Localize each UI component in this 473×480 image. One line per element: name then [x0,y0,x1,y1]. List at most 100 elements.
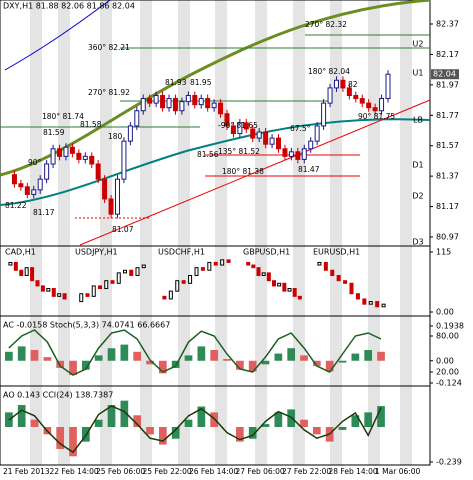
candle-body [172,98,178,112]
level-label: U1 [413,69,424,78]
candle-body [162,295,167,300]
candle-body [292,288,297,297]
candle-body [91,285,96,297]
candle-body [40,285,45,292]
trend-line [79,99,431,246]
moving-average [4,0,111,71]
candle-body [359,98,365,104]
session-stripe [140,0,152,465]
candle-body [246,261,251,266]
histogram-bar [133,415,142,427]
moving-average [0,0,431,177]
histogram-bar [171,427,180,439]
candle-body [343,280,348,284]
candle-body [368,301,373,305]
candle-body [295,151,301,160]
histogram-bar [184,419,193,427]
session-stripe [215,0,227,465]
candle-body [288,151,294,157]
candle-body [282,282,287,292]
histogram-bar [351,415,360,427]
candle-body [110,280,115,284]
candle-body [243,122,249,130]
y-tick-label: 20.00 [436,368,459,377]
y-tick-label: 81.77 [436,111,459,120]
candle-body [198,98,204,106]
histogram-bar [300,355,308,361]
candle-body [69,146,75,154]
histogram-bar [338,427,347,430]
candle-body [141,264,146,269]
annotation: 81.95 [190,78,212,87]
candle-body [44,163,50,180]
x-tick-label: 25 Feb 22:00 [143,467,192,476]
x-tick-label: 27 Feb 22:00 [282,467,331,476]
histogram-bar [300,419,308,427]
candle-body [30,267,35,282]
y-tick-label: 0.00 [436,308,454,317]
x-tick-label: 1 Mar 06:00 [375,467,421,476]
candle-body [277,282,282,287]
candle-body [340,79,346,89]
annotation: 180° 81.38 [222,167,264,176]
candle-body [224,113,230,127]
candle-body [385,73,391,100]
candle-body [207,261,212,271]
candle-body [76,152,82,160]
candle-body [11,174,17,185]
histogram-bar [197,346,206,361]
candle-body [366,102,372,109]
y-tick-label: 81.97 [436,80,459,89]
histogram-bar [287,348,296,361]
histogram-bar [261,424,270,427]
histogram-bar [120,344,129,361]
candle-body [237,122,243,135]
histogram-bar [107,405,116,427]
candle-body [381,303,386,308]
y-tick-label: 81.37 [436,172,459,181]
candle-body [218,102,224,115]
last-price-label: 82.04 [433,70,456,79]
histogram-bar [261,360,270,365]
candle-body [220,259,225,266]
y-tick-label: 80.00 [436,332,459,341]
annotation: 360° 82.21 [88,43,130,52]
histogram-bar [43,357,52,361]
moving-average [0,118,431,206]
candle-body [18,183,24,188]
histogram-bar [210,349,219,361]
candle-body [256,267,261,276]
candle-body [188,274,193,284]
candle-body [362,298,367,305]
y-tick-label: 80.97 [436,233,459,242]
candle-body [314,125,320,142]
candle-body [256,131,262,139]
annotation: 67.5° [290,124,311,133]
candle-body [379,98,385,112]
session-shading [30,0,412,465]
pane-label: EURUSD,H1 [313,248,360,257]
candle-body [261,272,266,276]
candle-body [287,288,292,292]
candle-body [297,295,302,300]
annotation: 180° 81.74 [42,112,84,121]
annotation: 180° 82.04 [308,67,350,76]
candle-body [114,178,120,215]
annotation: 81.59 [43,128,65,137]
candle-body [317,261,322,266]
candle-body [333,79,339,89]
indicator-line [8,329,382,376]
candle-body [98,285,102,290]
candle-body [19,269,24,276]
candle-body [327,87,333,104]
candle-body [192,95,198,106]
histogram-bar [184,355,193,361]
candle-body [168,290,173,300]
candle-body [181,280,186,284]
histogram-bar [313,360,321,367]
histogram-bar [146,360,154,365]
annotation: 135° 81.52 [218,147,260,156]
candle-body [355,293,360,300]
histogram-bar [313,427,321,435]
candle-body [102,178,108,200]
